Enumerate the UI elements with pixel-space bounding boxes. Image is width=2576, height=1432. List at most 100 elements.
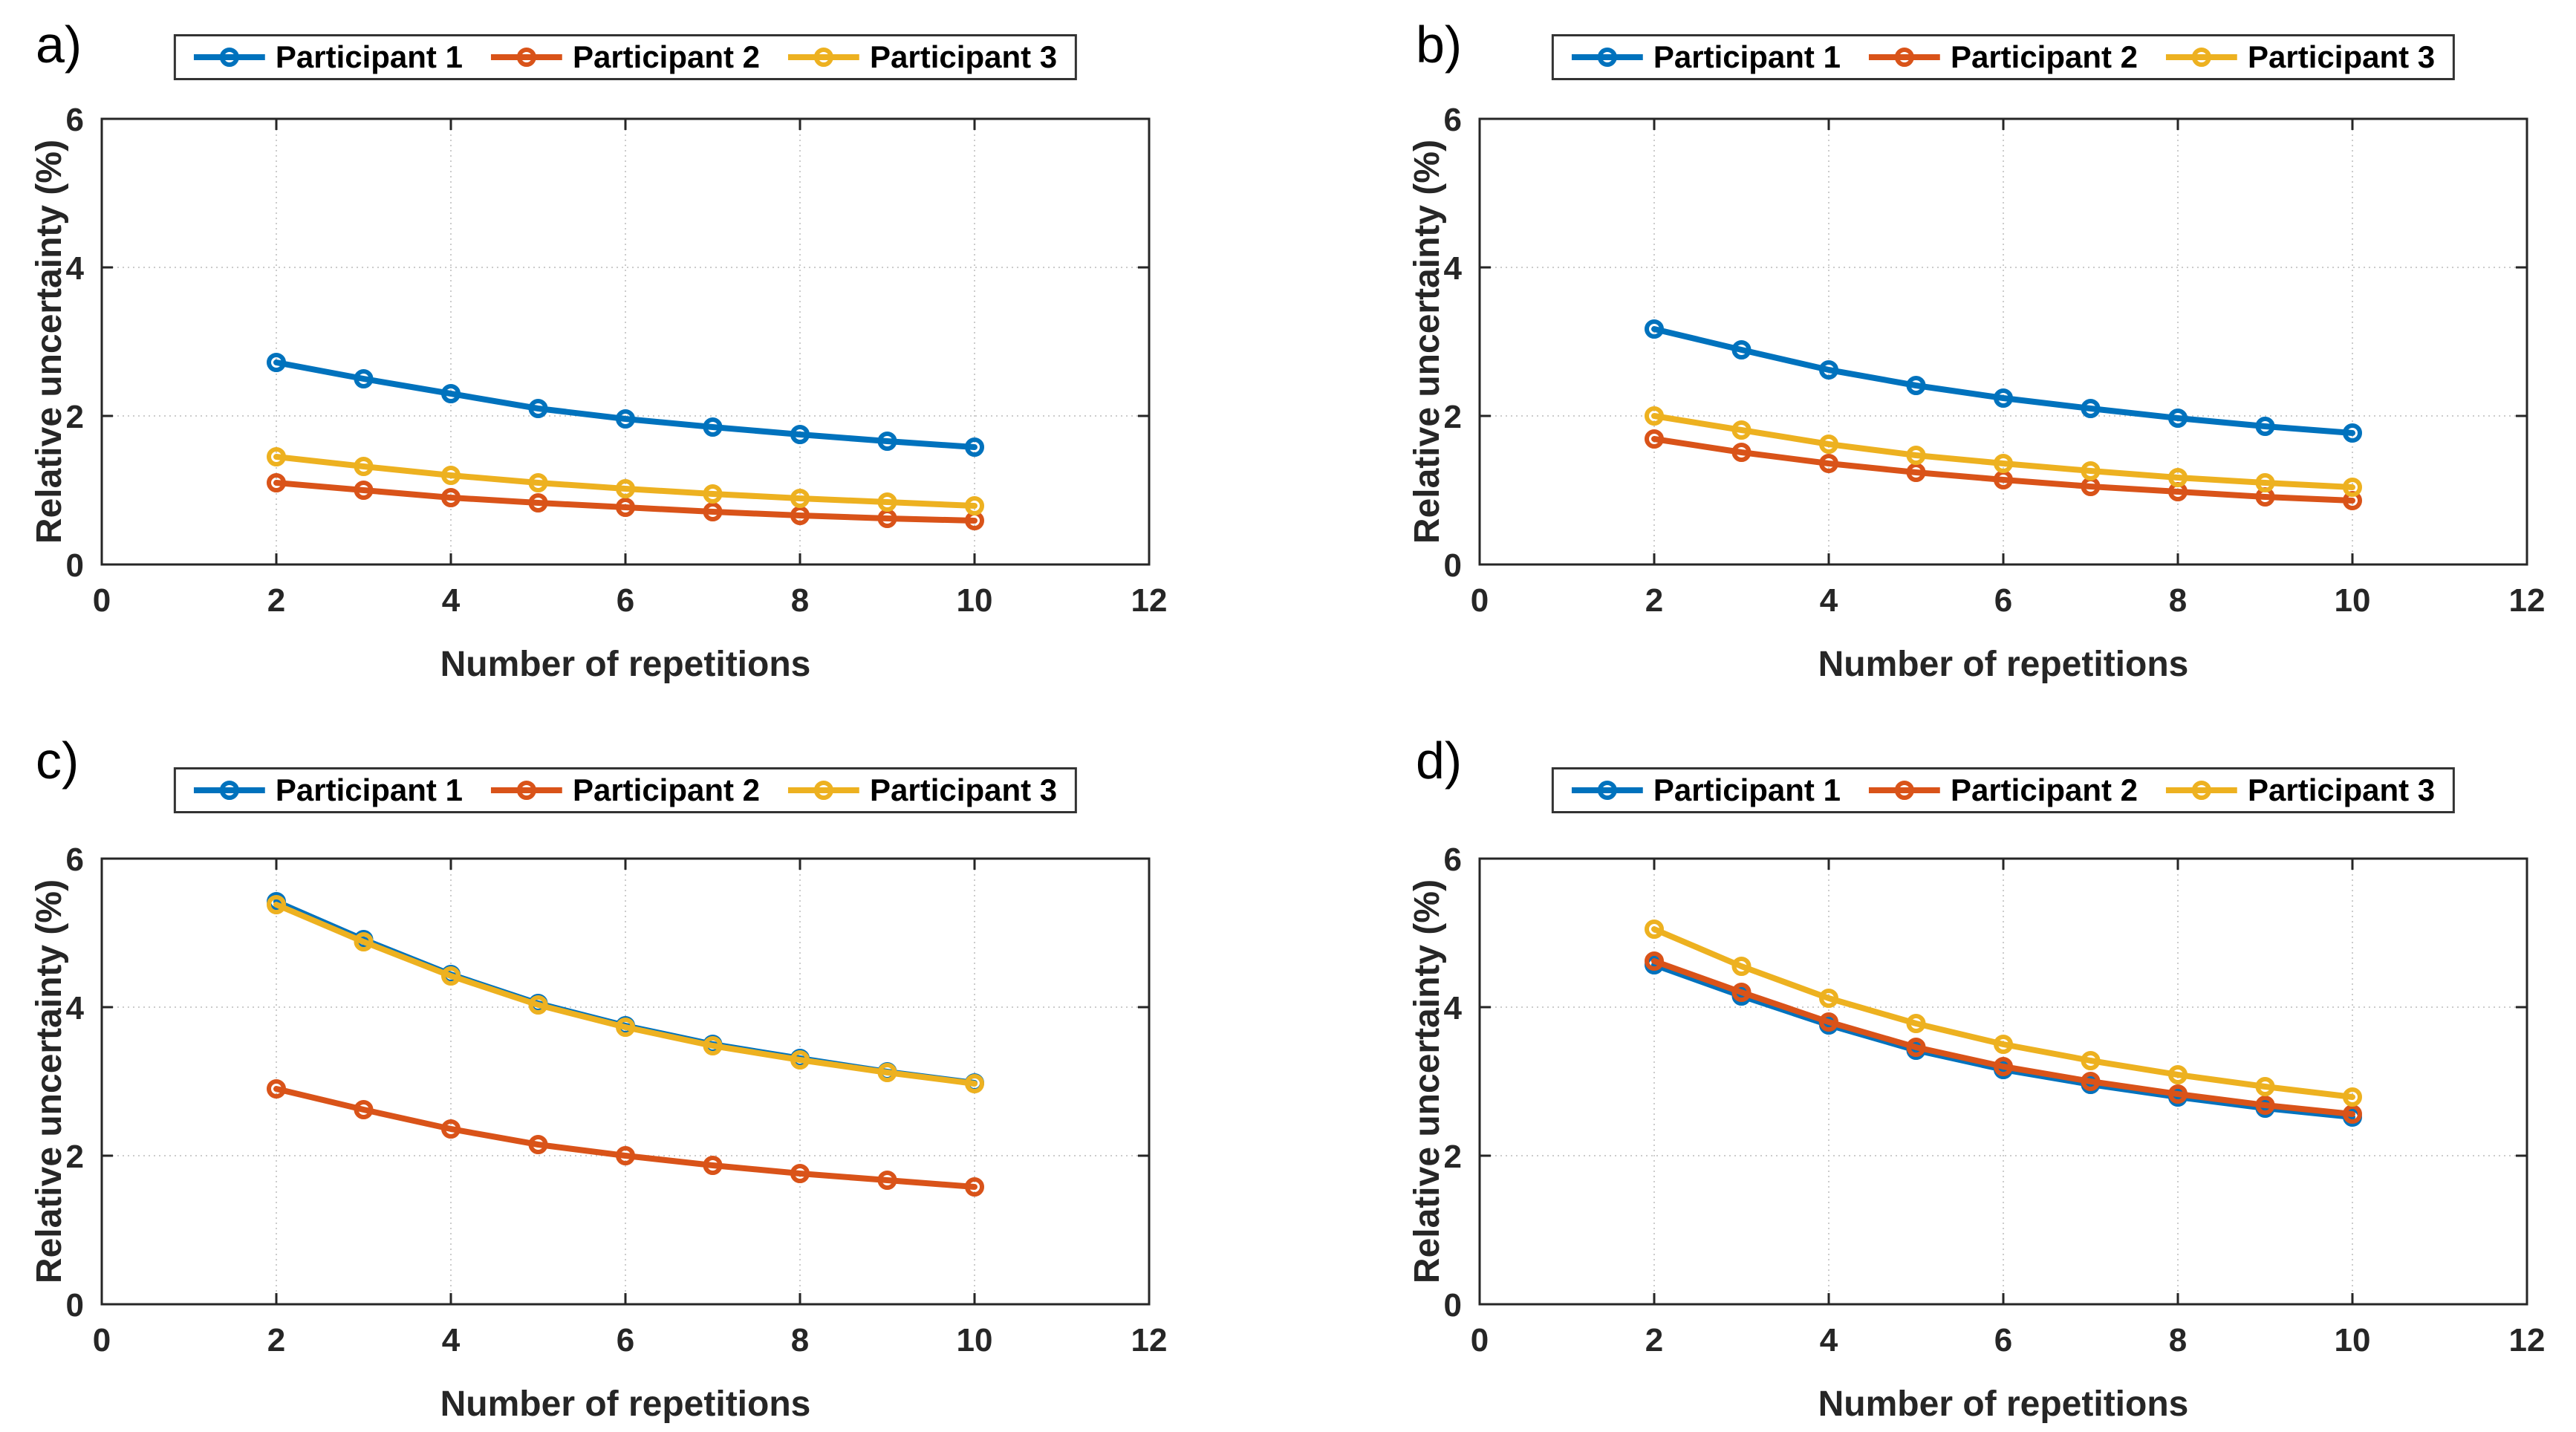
svg-text:0: 0	[1444, 1287, 1462, 1324]
svg-text:2: 2	[267, 1322, 285, 1358]
svg-text:6: 6	[1444, 842, 1462, 878]
svg-text:8: 8	[2169, 1322, 2187, 1358]
legend: Participant 1 Participant 2 Participant 3	[173, 34, 1078, 80]
data-point-marker	[703, 417, 723, 437]
data-point-marker	[441, 1119, 461, 1139]
panel-c: 0 2 4 6 8 10 12 0 2 4 6 Number of repetitions Relati…	[0, 716, 1288, 1432]
data-point-marker	[965, 1177, 984, 1197]
legend-entry-participant-2: Participant 2	[490, 42, 760, 73]
data-point-marker	[1731, 340, 1752, 359]
axes-box	[1478, 117, 2528, 566]
svg-text:12: 12	[2509, 582, 2546, 619]
data-point-marker	[267, 1079, 286, 1099]
data-point-marker	[354, 481, 374, 500]
data-point-marker	[877, 1063, 897, 1082]
data-point-marker	[1731, 420, 1752, 440]
data-point-marker	[1819, 1012, 1838, 1032]
legend-label: Participant 3	[2248, 772, 2436, 807]
y-axis-label: Relative uncertainty (%)	[30, 879, 69, 1283]
line-marker-icon	[788, 48, 860, 67]
data-point-marker	[528, 1135, 548, 1154]
data-point-marker	[2081, 461, 2101, 481]
svg-text:2: 2	[1645, 582, 1663, 619]
data-point-marker	[528, 995, 548, 1015]
data-point-marker	[1819, 454, 1838, 473]
series-participant-3	[1645, 920, 2362, 1107]
data-point-marker	[1906, 1014, 1926, 1033]
legend-label: Participant 1	[1653, 39, 1841, 74]
data-point-marker	[703, 1156, 723, 1175]
axes-box	[1478, 857, 2528, 1306]
svg-text:4: 4	[66, 990, 85, 1026]
legend-label: Participant 3	[2248, 39, 2436, 74]
data-point-marker	[965, 1074, 984, 1093]
panel-letter: a)	[36, 16, 82, 74]
legend-label: Participant 3	[870, 39, 1058, 74]
data-point-marker	[965, 496, 984, 515]
series-participant-3	[1645, 406, 2362, 497]
data-point-marker	[616, 1018, 635, 1037]
legend: Participant 1 Participant 2 Participant 3	[1551, 767, 2456, 813]
data-point-marker	[703, 502, 723, 521]
panel-b: 0 2 4 6 8 10 12 0 2 4 6 Number of repetitions Relati…	[1288, 0, 2576, 716]
svg-text:10: 10	[957, 1322, 993, 1358]
grid	[102, 119, 1149, 564]
svg-text:12: 12	[1131, 582, 1168, 619]
svg-text:4: 4	[1444, 990, 1463, 1026]
svg-text:4: 4	[1820, 1322, 1838, 1358]
data-point-marker	[616, 498, 635, 517]
x-tick-labels: 0 2 4 6 8 10 12	[1471, 582, 2546, 619]
panel-d: 0 2 4 6 8 10 12 0 2 4 6 Number of repetitions Relati…	[1288, 716, 2576, 1432]
line-marker-icon	[1868, 781, 1940, 800]
series-participant-3	[267, 895, 984, 1093]
data-point-marker	[2168, 409, 2188, 428]
svg-text:2: 2	[1444, 1139, 1462, 1175]
data-point-marker	[267, 447, 286, 466]
svg-text:2: 2	[1645, 1322, 1663, 1358]
svg-text:12: 12	[1131, 1322, 1168, 1358]
line-marker-icon	[1571, 781, 1643, 800]
line-marker-icon	[788, 781, 860, 800]
data-point-marker	[1645, 319, 1664, 339]
data-point-marker	[2081, 1051, 2101, 1070]
legend-label: Participant 2	[1950, 39, 2138, 74]
data-point-marker	[1819, 360, 1838, 380]
panel-letter: c)	[36, 732, 79, 790]
data-point-marker	[354, 1100, 374, 1119]
x-axis-label: Number of repetitions	[1818, 645, 2189, 684]
data-point-marker	[616, 409, 635, 429]
data-point-marker	[2343, 1087, 2362, 1107]
svg-text:4: 4	[1820, 582, 1838, 619]
data-point-marker	[2168, 1065, 2188, 1084]
data-point-marker	[441, 384, 461, 403]
svg-text:8: 8	[791, 1322, 809, 1358]
chart-a: 0 2 4 6 8 10 12 0 2 4 6 Number of repetitions Relati…	[30, 16, 1168, 684]
data-point-marker	[1906, 376, 1926, 395]
data-point-marker	[2343, 423, 2362, 443]
data-point-marker	[1731, 983, 1752, 1002]
data-point-marker	[2255, 417, 2275, 436]
legend: Participant 1 Participant 2 Participant 3	[1551, 34, 2456, 80]
data-point-marker	[441, 466, 461, 485]
data-point-marker	[354, 369, 374, 388]
data-point-marker	[616, 1146, 635, 1165]
y-axis-label: Relative uncertainty (%)	[30, 140, 69, 544]
svg-text:0: 0	[66, 1287, 84, 1324]
legend-label: Participant 1	[1653, 772, 1841, 807]
legend-entry-participant-1: Participant 1	[1571, 39, 1841, 74]
svg-text:0: 0	[93, 1322, 111, 1358]
series-participant-1	[267, 892, 984, 1093]
y-tick-labels: 0 2 4 6	[1444, 102, 1463, 584]
svg-text:0: 0	[1444, 547, 1462, 584]
data-point-marker	[616, 479, 635, 498]
data-point-marker	[528, 399, 548, 418]
data-point-marker	[2081, 399, 2101, 418]
data-point-marker	[1645, 429, 1664, 449]
data-point-marker	[2255, 1077, 2275, 1096]
legend-entry-participant-1: Participant 1	[193, 42, 463, 73]
svg-text:4: 4	[442, 1322, 461, 1358]
y-axis-label: Relative uncertainty (%)	[1408, 879, 1447, 1283]
svg-text:12: 12	[2509, 1322, 2546, 1358]
data-point-marker	[2255, 473, 2275, 492]
